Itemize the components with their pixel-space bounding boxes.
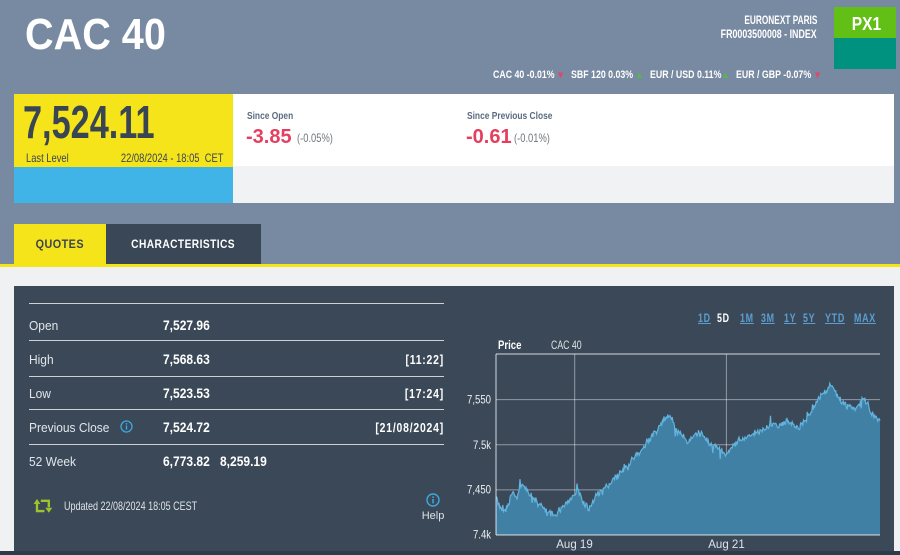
svg-text:Aug 19: Aug 19	[556, 539, 592, 551]
svg-text:7.5k: 7.5k	[473, 438, 492, 452]
svg-text:7.4k: 7.4k	[473, 528, 492, 542]
svg-text:7,550: 7,550	[467, 393, 491, 407]
svg-text:7,450: 7,450	[467, 483, 491, 497]
svg-text:Aug 21: Aug 21	[708, 539, 744, 551]
